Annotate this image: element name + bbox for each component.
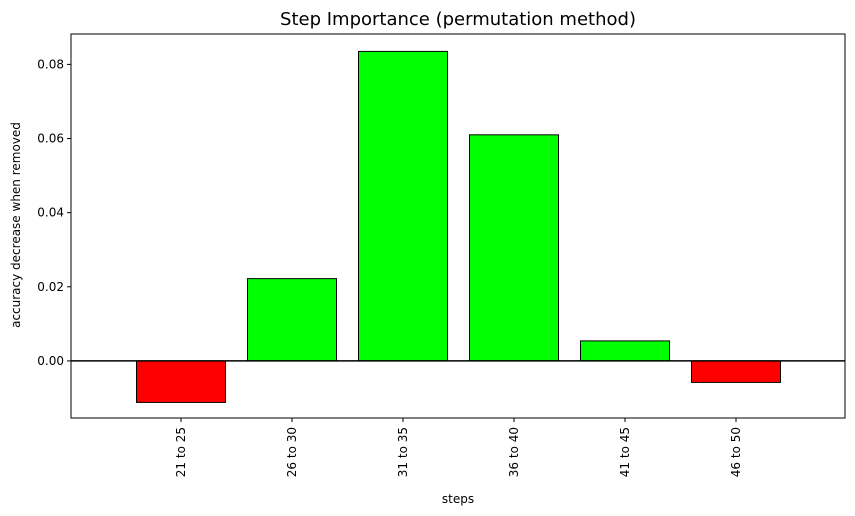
x-tick-label: 36 to 40 (507, 427, 521, 477)
x-tick-label: 41 to 45 (618, 427, 632, 477)
x-tick-label: 46 to 50 (729, 427, 743, 477)
bar-36-to-40 (469, 134, 559, 362)
bar-26-to-30 (247, 278, 337, 362)
x-tick-label: 26 to 30 (285, 427, 299, 477)
bars (136, 50, 781, 403)
x-axis-ticks: 21 to 25 26 to 30 31 to 35 36 to 40 41 to 45… (174, 418, 743, 477)
chart-title: Step Importance (permutation method) (280, 9, 636, 30)
y-axis-label: accuracy decrease when removed (9, 122, 23, 328)
plot-frame (70, 33, 846, 419)
y-axis-ticks: 0.00 0.02 0.04 0.06 0.08 (37, 57, 71, 368)
y-tick-label: 0.04 (37, 206, 64, 220)
x-tick-label: 21 to 25 (174, 427, 188, 477)
y-tick-label: 0.08 (37, 57, 64, 71)
y-tick-label: 0.00 (37, 354, 64, 368)
bar-46-to-50 (691, 360, 781, 383)
bar-41-to-45 (580, 340, 670, 362)
bar-31-to-35 (358, 50, 448, 362)
y-tick-label: 0.06 (37, 132, 64, 146)
x-tick-label: 31 to 35 (396, 427, 410, 477)
bar-21-to-25 (136, 360, 226, 403)
x-axis-label: steps (442, 492, 474, 506)
y-tick-label: 0.02 (37, 280, 64, 294)
